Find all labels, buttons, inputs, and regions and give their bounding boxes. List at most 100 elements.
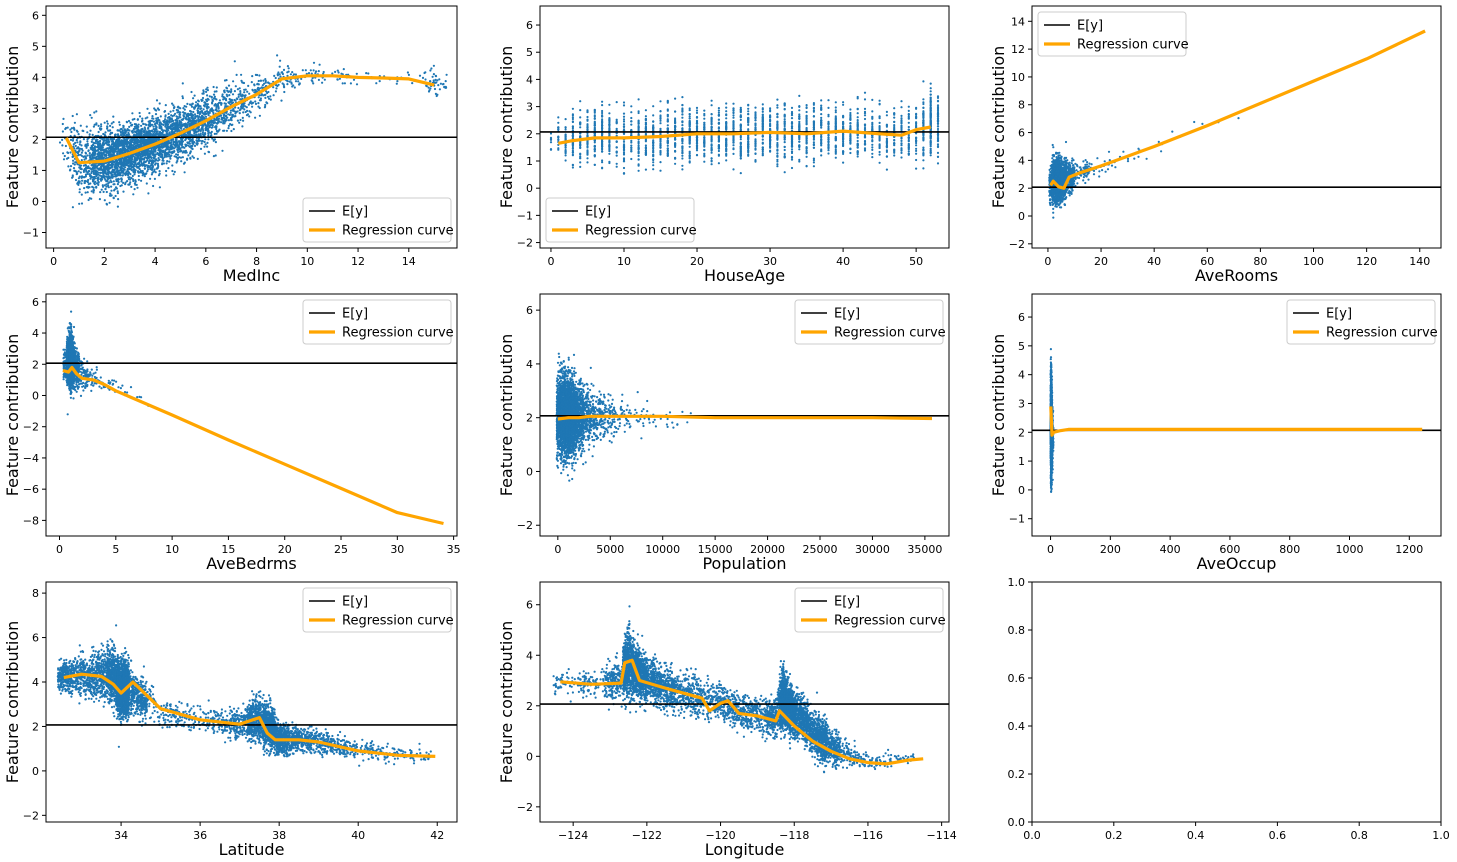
- data-point: [170, 154, 173, 157]
- data-point: [149, 177, 152, 180]
- data-point: [178, 129, 181, 132]
- data-point: [102, 190, 105, 193]
- data-point: [214, 141, 217, 144]
- data-point: [659, 169, 662, 172]
- data-point: [150, 119, 153, 122]
- data-point: [703, 160, 706, 163]
- data-point: [156, 116, 160, 119]
- data-point: [166, 155, 169, 158]
- data-point: [212, 138, 216, 141]
- data-point: [147, 149, 150, 152]
- data-point: [147, 127, 150, 130]
- data-point: [282, 68, 286, 71]
- data-point: [337, 71, 340, 74]
- data-point: [227, 90, 230, 93]
- data-point: [116, 150, 119, 153]
- data-point: [110, 185, 113, 188]
- data-point: [112, 161, 115, 164]
- data-point: [76, 130, 79, 133]
- data-point: [659, 122, 662, 125]
- data-point: [157, 153, 160, 156]
- data-point: [118, 121, 121, 124]
- data-point: [310, 72, 313, 75]
- data-point: [161, 146, 164, 149]
- data-point: [125, 145, 129, 148]
- data-point: [76, 181, 79, 184]
- data-point: [197, 138, 200, 141]
- legend: E[y]Regression curve: [302, 197, 454, 243]
- data-point: [108, 181, 111, 184]
- data-point: [74, 178, 78, 182]
- data-point: [130, 169, 133, 172]
- data-point: [132, 193, 135, 196]
- data-point: [88, 170, 91, 173]
- data-point: [407, 73, 410, 76]
- data-point: [73, 127, 76, 130]
- data-point: [170, 120, 173, 123]
- data-point: [579, 161, 582, 164]
- data-point: [278, 65, 281, 68]
- data-point: [223, 113, 226, 116]
- data-point: [100, 175, 103, 178]
- data-point: [549, 132, 553, 135]
- data-point: [211, 99, 214, 102]
- data-point: [290, 81, 293, 84]
- data-point: [171, 122, 174, 125]
- data-point: [688, 127, 691, 130]
- data-point: [193, 144, 197, 147]
- data-point: [681, 157, 684, 160]
- x-axis-label: MedInc: [223, 266, 280, 285]
- data-point: [110, 174, 113, 177]
- data-point: [62, 152, 65, 155]
- data-point: [601, 115, 604, 118]
- data-point: [203, 134, 206, 137]
- data-point: [190, 145, 193, 148]
- data-point: [123, 137, 126, 140]
- data-point: [276, 74, 279, 77]
- data-point: [441, 83, 444, 86]
- data-point: [148, 133, 151, 136]
- data-point: [120, 143, 124, 146]
- data-point: [65, 157, 69, 160]
- data-point: [150, 133, 153, 136]
- data-point: [138, 140, 141, 143]
- data-point: [207, 134, 210, 137]
- data-point: [601, 111, 604, 115]
- data-point: [249, 101, 252, 104]
- data-point: [192, 156, 195, 159]
- data-point: [122, 181, 125, 184]
- data-point: [586, 153, 589, 156]
- data-point: [179, 116, 182, 119]
- data-point: [212, 121, 215, 124]
- data-point: [259, 97, 262, 100]
- data-point: [77, 177, 80, 180]
- data-point: [423, 71, 426, 75]
- data-point: [171, 169, 174, 173]
- data-point: [593, 144, 596, 147]
- data-point: [69, 151, 72, 154]
- data-point: [98, 154, 101, 157]
- data-point: [251, 75, 254, 78]
- data-point: [172, 106, 176, 110]
- data-point: [130, 157, 133, 160]
- data-point: [557, 148, 560, 151]
- data-point: [106, 168, 109, 171]
- data-point: [116, 143, 120, 147]
- data-point: [304, 69, 307, 72]
- data-point: [257, 102, 260, 105]
- data-point: [162, 162, 165, 165]
- data-point: [695, 111, 699, 114]
- data-point: [105, 175, 108, 178]
- data-point: [203, 145, 206, 148]
- data-point: [84, 151, 87, 154]
- data-point: [593, 115, 596, 118]
- data-point: [123, 140, 126, 143]
- data-point: [247, 84, 250, 87]
- data-point: [608, 103, 611, 106]
- data-point: [681, 164, 684, 167]
- data-point: [215, 104, 218, 107]
- data-point: [154, 163, 157, 166]
- data-point: [145, 172, 148, 175]
- data-point: [266, 91, 269, 95]
- data-point: [242, 94, 245, 97]
